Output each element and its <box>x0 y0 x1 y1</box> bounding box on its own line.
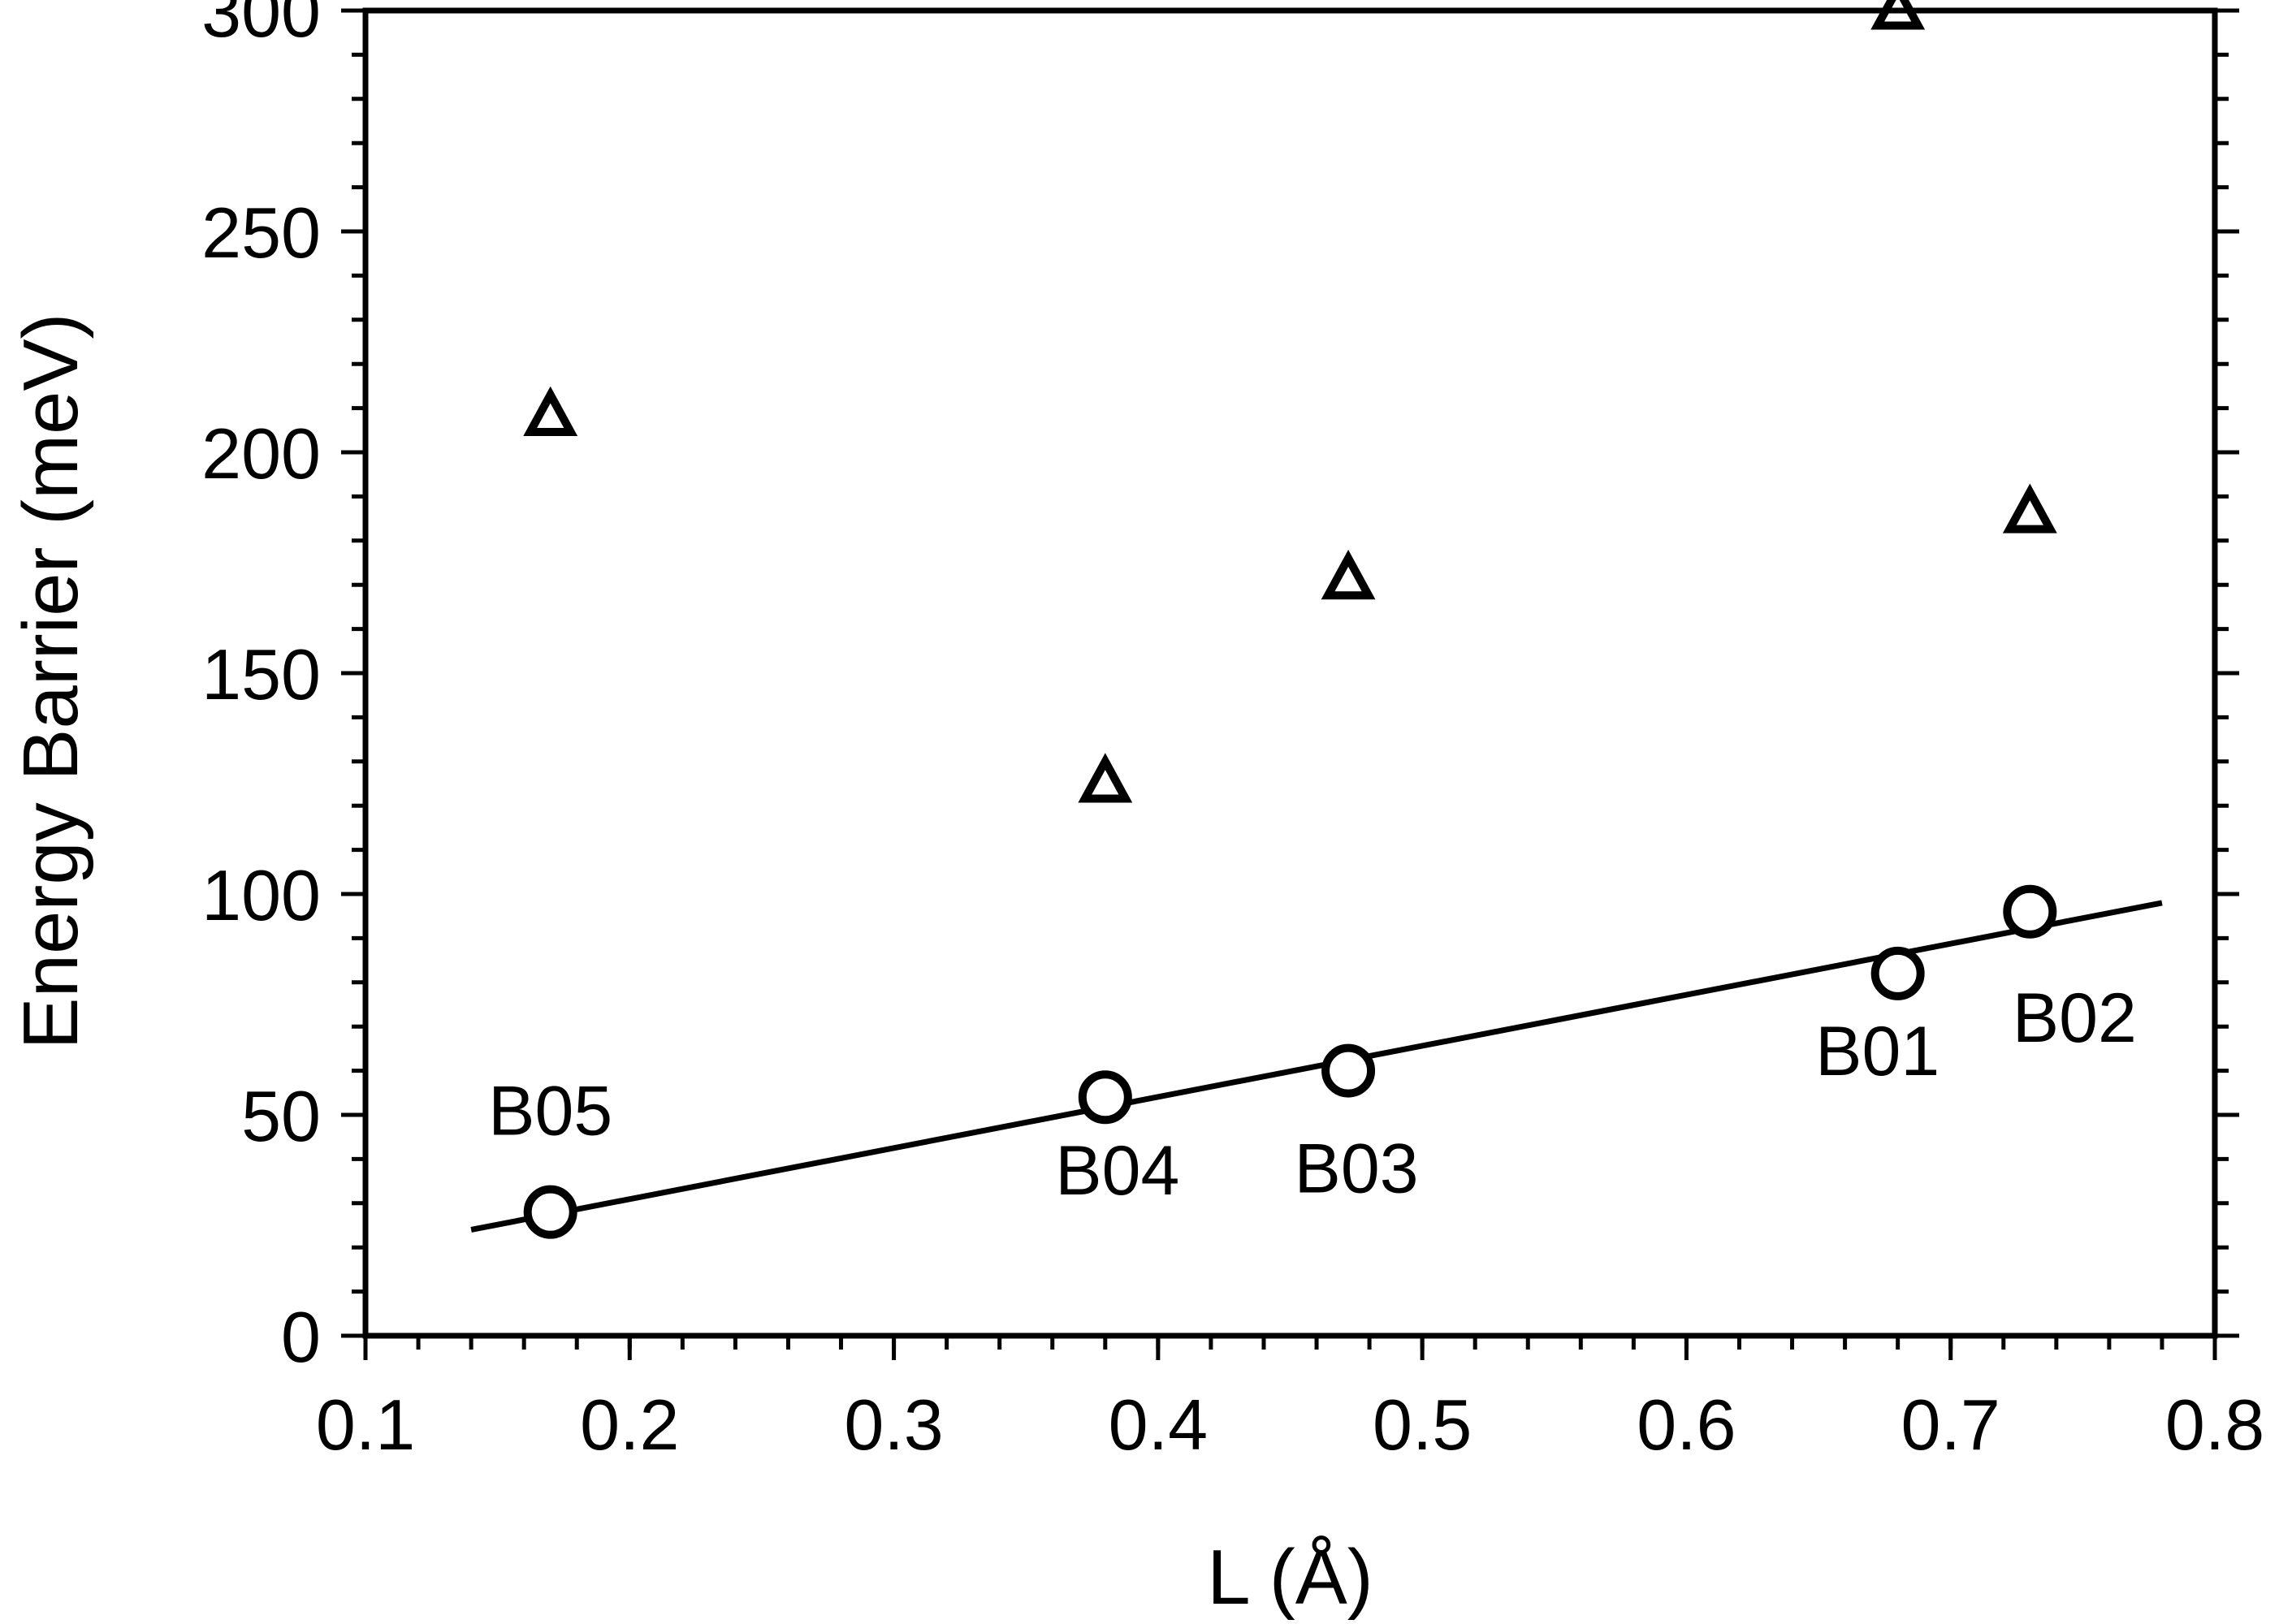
point-label: B05 <box>488 1073 612 1151</box>
triangle-point <box>1078 753 1133 803</box>
y-tick-label: 250 <box>201 192 321 273</box>
x-tick-label: 0.8 <box>2165 1384 2264 1465</box>
x-tick-label: 0.4 <box>1109 1384 1208 1465</box>
x-tick-label: 0.7 <box>1901 1384 2000 1465</box>
circle-point <box>523 1185 577 1239</box>
point-label: B04 <box>1055 1132 1179 1210</box>
y-tick-label: 150 <box>201 634 321 715</box>
circle-point <box>1078 1070 1132 1125</box>
x-tick-label: 0.5 <box>1373 1384 1472 1465</box>
y-tick-label: 200 <box>201 413 321 494</box>
y-axis-title: Energy Barrier (meV) <box>7 313 94 1050</box>
plot-frame <box>362 7 2218 1339</box>
x-tick-label: 0.1 <box>316 1384 415 1465</box>
y-tick-label: 100 <box>201 855 321 935</box>
y-tick-label: 0 <box>281 1297 321 1377</box>
point-labels: B05 B04 B03 B01 B02 <box>488 979 2137 1210</box>
circle-point <box>1870 946 1925 1000</box>
point-label: B02 <box>2013 979 2137 1057</box>
y-tick-label: 300 <box>201 0 321 52</box>
x-axis-title: L (Å) <box>1207 1534 1373 1621</box>
x-tick-label: 0.6 <box>1637 1384 1736 1465</box>
point-label: B01 <box>1815 1013 1940 1091</box>
triangle-point <box>1321 550 1376 600</box>
circle-point <box>2003 884 2057 939</box>
tick-labels: 0.1 0.2 0.3 0.4 0.5 0.6 0.7 0.8 0 50 100 150 200 250 3… <box>201 0 2264 1465</box>
circle-point <box>1321 1043 1376 1098</box>
triangle-point <box>523 386 578 436</box>
x-tick-label: 0.2 <box>580 1384 679 1465</box>
point-label: B03 <box>1295 1130 1419 1208</box>
triangle-point <box>2002 483 2057 533</box>
x-tick-label: 0.3 <box>844 1384 943 1465</box>
y-tick-label: 50 <box>241 1076 321 1156</box>
